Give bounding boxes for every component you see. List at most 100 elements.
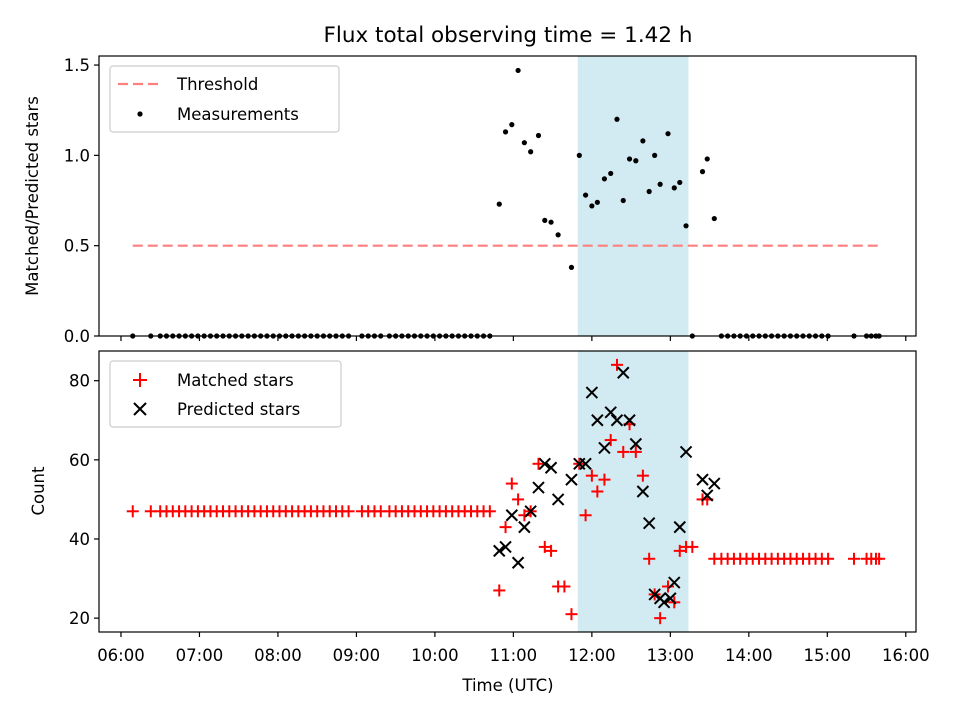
predicted-star-marker: [701, 489, 714, 502]
measurement-point: [711, 215, 717, 222]
predicted-star-marker: [499, 540, 512, 554]
x-tick-label: 10:00: [411, 646, 459, 665]
top-shaded-span: [577, 56, 689, 336]
legend-matched-label: Matched stars: [177, 371, 294, 390]
matched-star-markers: [126, 358, 886, 625]
matched-star-marker: [532, 457, 545, 470]
legend-predicted-swatch: [133, 402, 147, 416]
predicted-star-marker: [629, 437, 643, 451]
predicted-star-markers: [493, 366, 721, 609]
top-y-axis-label: Matched/Predicted stars: [23, 96, 42, 296]
predicted-star-marker: [551, 493, 565, 506]
matched-star-marker: [579, 509, 592, 522]
matched-star-marker: [604, 434, 617, 447]
predicted-star-marker: [673, 520, 686, 534]
measurement-point: [548, 219, 554, 225]
matched-star-marker: [654, 612, 667, 625]
measurement-point: [640, 138, 646, 144]
measurement-point: [515, 67, 521, 74]
matched-star-marker: [617, 445, 630, 458]
measurement-point: [568, 264, 575, 270]
matched-star-marker: [591, 485, 604, 498]
x-tick-label: 16:00: [882, 646, 930, 665]
measurement-point: [496, 201, 502, 207]
predicted-star-marker: [604, 406, 617, 419]
predicted-star-marker: [610, 414, 624, 427]
measurement-point: [528, 149, 534, 155]
x-tick-label: 11:00: [490, 646, 538, 665]
x-tick-label: 12:00: [568, 646, 616, 665]
bottom-legend-frame: [109, 360, 342, 428]
predicted-star-marker: [617, 366, 630, 379]
predicted-star-marker: [708, 477, 721, 490]
predicted-star-marker: [696, 473, 709, 486]
y-tick-label: 20: [69, 609, 90, 628]
predicted-star-marker: [598, 441, 611, 455]
measurement-point: [555, 232, 561, 238]
matched-star-marker: [686, 540, 699, 553]
predicted-star-marker: [544, 461, 558, 474]
measurement-point: [589, 203, 595, 209]
bottom-y-ticks: 20 40 60 80: [69, 372, 99, 628]
x-tick-label: 13:00: [647, 646, 695, 665]
top-legend: Threshold Measurements: [109, 65, 340, 133]
legend-predicted-label: Predicted stars: [177, 400, 300, 419]
measurement-point: [542, 217, 548, 223]
matched-star-marker: [483, 505, 496, 518]
matched-star-marker: [598, 473, 611, 486]
matched-star-marker: [673, 544, 686, 557]
figure-title: Flux total observing time = 1.42 h: [324, 23, 693, 48]
bottom-legend: Matched stars Predicted stars: [109, 360, 342, 428]
bottom-y-axis-label: Count: [29, 466, 48, 516]
predicted-star-marker: [505, 509, 519, 522]
measurement-point: [509, 122, 515, 128]
x-axis-label: Time (UTC): [461, 676, 553, 695]
predicted-star-marker: [532, 481, 545, 494]
top-axes-frame: [98, 55, 917, 337]
matched-star-marker: [822, 552, 835, 565]
measurement-point: [620, 197, 626, 204]
measurement-point: [704, 156, 710, 162]
predicted-star-marker: [623, 414, 636, 427]
predicted-star-marker: [565, 473, 578, 486]
measurement-point: [594, 199, 600, 205]
measurement-point: [699, 169, 706, 175]
y-tick-label: 0.5: [64, 237, 90, 256]
bottom-panel: 20 40 60 80 06:00 07:00 08:00 09:00 10:00 11:00 1…: [29, 350, 930, 695]
matched-star-marker: [518, 509, 531, 522]
measurement-point: [601, 176, 608, 182]
measurement-point: [521, 140, 527, 146]
y-tick-label: 1.0: [64, 146, 90, 165]
predicted-star-marker: [493, 544, 506, 558]
matched-star-marker: [636, 469, 649, 482]
measurement-point: [633, 158, 639, 164]
matched-star-marker: [661, 580, 674, 593]
predicted-star-marker: [591, 414, 604, 427]
measurement-point: [683, 223, 689, 229]
predicted-star-marker: [664, 592, 677, 605]
x-tick-label: 06:00: [97, 646, 145, 665]
top-panel: 0.0 0.5 1.0 1.5 Matched/Predicted stars Thr…: [23, 55, 917, 346]
measurement-point: [626, 156, 633, 162]
predicted-star-marker: [668, 576, 681, 589]
bottom-axes-frame: [98, 350, 917, 633]
matched-star-marker: [585, 469, 598, 482]
measurement-point: [502, 129, 509, 135]
y-tick-label: 40: [69, 530, 90, 549]
measurement-point: [576, 152, 582, 158]
predicted-star-marker: [642, 516, 656, 530]
measurement-point: [677, 179, 683, 186]
bottom-x-ticks: 06:00 07:00 08:00 09:00 10:00 11:00 12:00 13:00…: [97, 632, 930, 665]
matched-star-marker: [499, 521, 512, 534]
matched-star-marker: [505, 477, 518, 490]
predicted-star-marker: [511, 556, 525, 569]
legend-matched-swatch: [133, 373, 147, 387]
legend-threshold-label: Threshold: [176, 75, 258, 94]
legend-measurements-label: Measurements: [177, 105, 299, 124]
x-tick-label: 08:00: [254, 646, 302, 665]
measurement-point: [665, 131, 671, 137]
predicted-star-marker: [518, 520, 531, 534]
matched-star-marker: [126, 505, 139, 518]
predicted-star-marker: [579, 457, 592, 471]
